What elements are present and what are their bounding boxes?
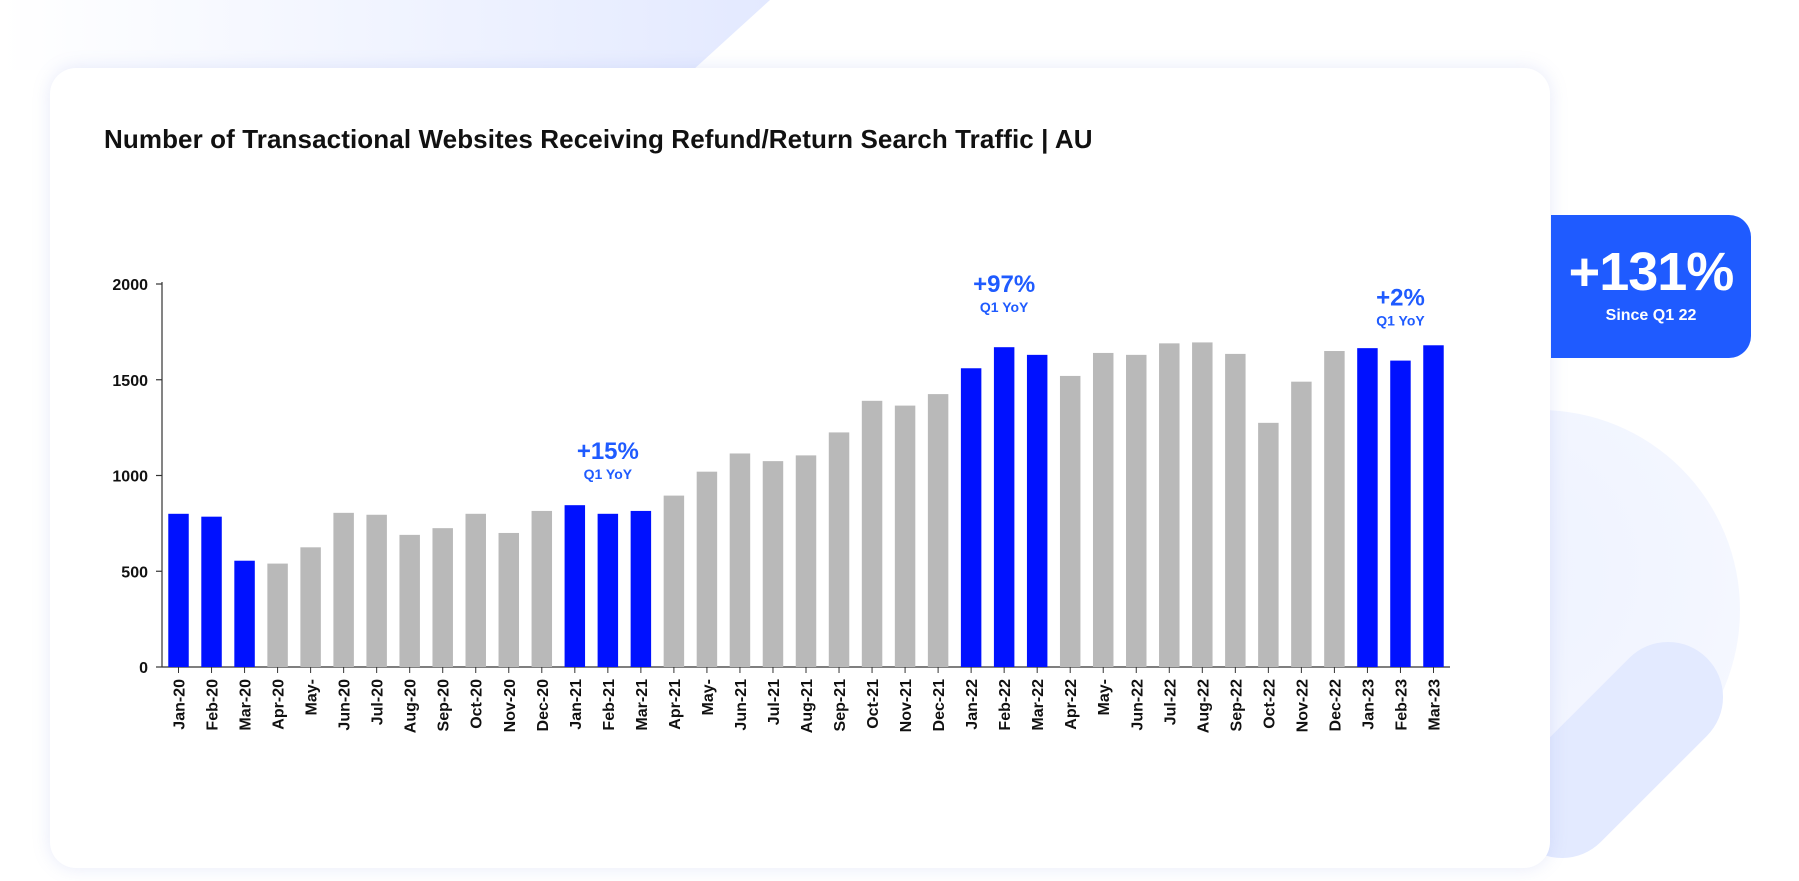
bar xyxy=(432,528,453,667)
x-tick-label: Oct-20 xyxy=(469,679,486,729)
y-tick-label: 2000 xyxy=(112,277,148,294)
x-tick-label: Feb-23 xyxy=(1393,679,1410,731)
x-tick-label: Aug-22 xyxy=(1195,679,1212,733)
bar xyxy=(366,514,387,667)
bar xyxy=(498,532,520,667)
bar xyxy=(1324,351,1345,667)
y-tick-label: 0 xyxy=(139,660,148,677)
y-tick-label: 1500 xyxy=(112,373,148,390)
bar xyxy=(300,547,321,667)
x-tick-label: Dec-20 xyxy=(535,679,552,732)
x-tick-label: Feb-22 xyxy=(997,679,1014,731)
x-tick-label: Apr-22 xyxy=(1063,679,1080,730)
x-tick-label: Feb-20 xyxy=(205,679,222,731)
bar xyxy=(1291,381,1312,667)
bar xyxy=(696,471,718,667)
x-tick-label: May- xyxy=(700,679,717,715)
x-tick-label: Feb-21 xyxy=(601,679,618,731)
x-tick-label: Oct-22 xyxy=(1261,679,1278,729)
annotation-label: Q1 YoY xyxy=(980,299,1029,315)
x-tick-label: Sep-22 xyxy=(1228,679,1245,732)
x-tick-label: Jul-22 xyxy=(1162,679,1179,725)
bar xyxy=(1357,348,1378,667)
summary-stat-box: +131% Since Q1 22 xyxy=(1551,215,1751,358)
bar xyxy=(201,516,222,667)
bar xyxy=(168,513,189,667)
bar xyxy=(927,394,949,667)
bar xyxy=(465,513,486,667)
bar xyxy=(1026,354,1048,667)
x-tick-label: Sep-20 xyxy=(436,679,453,732)
bar xyxy=(630,510,652,667)
bar xyxy=(795,455,817,667)
x-tick-label: Jan-22 xyxy=(964,679,981,730)
x-tick-label: Jun-22 xyxy=(1129,679,1146,731)
bar xyxy=(1126,354,1147,667)
x-tick-label: Jan-21 xyxy=(568,679,585,730)
bar xyxy=(1159,343,1180,667)
x-tick-label: Sep-21 xyxy=(832,679,849,732)
bar xyxy=(729,453,751,667)
x-tick-label: May- xyxy=(304,679,321,715)
x-tick-label: Aug-20 xyxy=(403,679,420,733)
bar xyxy=(531,510,553,667)
x-tick-label: Mar-21 xyxy=(634,679,651,731)
x-tick-label: May- xyxy=(1096,679,1113,715)
background-wedge xyxy=(0,0,770,70)
x-tick-label: Oct-21 xyxy=(865,679,882,729)
x-tick-label: Jul-20 xyxy=(370,679,387,725)
y-tick-label: 500 xyxy=(121,564,148,581)
annotation-value: +2% xyxy=(1376,285,1425,312)
bar xyxy=(234,560,255,667)
x-tick-label: Mar-23 xyxy=(1426,679,1443,731)
bar xyxy=(1192,342,1213,667)
x-tick-label: Jun-21 xyxy=(733,679,750,731)
bar xyxy=(333,512,354,667)
bar xyxy=(828,432,850,667)
bar xyxy=(597,513,619,667)
bar xyxy=(894,405,916,667)
x-tick-label: Jan-23 xyxy=(1360,679,1377,730)
bar xyxy=(1390,360,1411,667)
summary-value: +131% xyxy=(1568,242,1735,302)
x-tick-label: Nov-22 xyxy=(1294,679,1311,732)
y-tick-label: 1000 xyxy=(112,469,148,486)
bar xyxy=(861,400,883,667)
x-tick-label: Aug-21 xyxy=(799,679,816,733)
bar xyxy=(564,505,586,667)
bar xyxy=(1059,375,1081,667)
bar xyxy=(1258,422,1279,667)
x-tick-label: Dec-21 xyxy=(931,679,948,732)
bar xyxy=(1092,352,1114,667)
bar xyxy=(993,347,1015,667)
bar xyxy=(663,495,685,667)
x-tick-label: Apr-21 xyxy=(667,679,684,730)
x-tick-label: Nov-20 xyxy=(502,679,519,732)
x-tick-label: Jun-20 xyxy=(337,679,354,731)
annotation-value: +97% xyxy=(973,271,1035,298)
x-tick-label: Mar-22 xyxy=(1030,679,1047,731)
x-tick-label: Mar-20 xyxy=(238,679,255,731)
x-tick-label: Nov-21 xyxy=(898,679,915,732)
bar xyxy=(960,368,982,667)
bar xyxy=(762,461,784,667)
bar-chart: 0 500 1000 1500 2000 Jan-20 Feb-20 Mar-20 Apr-20… xyxy=(112,271,1450,733)
annotation-value: +15% xyxy=(577,438,639,465)
x-tick-label: Jan-20 xyxy=(172,679,189,730)
summary-label: Since Q1 22 xyxy=(1605,307,1697,324)
x-tick-label: Dec-22 xyxy=(1327,679,1344,732)
chart-title: Number of Transactional Websites Receivi… xyxy=(104,124,1093,154)
bar xyxy=(399,534,420,667)
bar xyxy=(1423,345,1444,667)
x-tick-label: Apr-20 xyxy=(271,679,288,730)
x-tick-label: Jul-21 xyxy=(766,679,783,725)
annotation-label: Q1 YoY xyxy=(584,466,633,482)
bar xyxy=(267,563,288,667)
bar xyxy=(1225,353,1246,667)
annotation-label: Q1 YoY xyxy=(1376,313,1425,329)
